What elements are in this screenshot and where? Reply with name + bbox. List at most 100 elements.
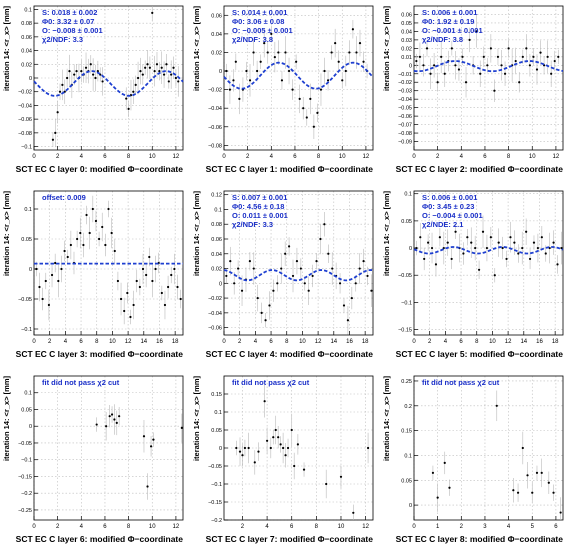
data-point <box>127 107 130 110</box>
x-tick-label: 2 <box>56 154 60 160</box>
data-point <box>422 64 425 67</box>
data-point <box>167 80 170 83</box>
data-point <box>312 125 315 128</box>
data-point <box>107 207 110 211</box>
data-point <box>307 289 310 292</box>
data-point <box>302 107 305 110</box>
data-point <box>552 491 555 494</box>
data-point <box>348 51 351 54</box>
plot-frame <box>223 190 374 336</box>
data-point <box>525 230 528 233</box>
data-point <box>94 219 98 223</box>
data-point <box>180 426 183 430</box>
data-point <box>536 246 540 250</box>
y-tick-label: −0.08 <box>398 131 412 137</box>
x-tick-label: 12 <box>125 339 132 345</box>
chart-svg-5: 0 2 4 6 8 10 12 14 16 18 −0.15 −0.1 −0.05 0 0.05 0.1 SCT… <box>382 190 564 359</box>
data-point <box>257 450 260 453</box>
y-tick-label: 0.05 <box>401 478 412 484</box>
y-tick-label: 0.08 <box>21 21 32 27</box>
y-axis-label: iteration 14: <r_x> [mm] <box>192 190 201 276</box>
data-point <box>434 263 438 266</box>
data-point <box>366 274 369 278</box>
x-tick-label: 12 <box>173 154 180 160</box>
chart-svg-1: 0 2 4 6 8 10 12 −0.08 −0.06 −0.04 −0.02 0 0.02 0.04 0.… <box>192 5 374 174</box>
data-point <box>311 274 314 278</box>
y-tick-label: −0.02 <box>208 88 222 94</box>
y-tick-label: 0.1 <box>214 410 222 416</box>
data-point <box>44 279 47 283</box>
data-point <box>553 59 556 63</box>
data-point <box>108 415 111 418</box>
fit-curve <box>413 60 564 73</box>
data-point <box>135 279 138 283</box>
data-point <box>56 111 59 114</box>
data-point <box>68 70 71 73</box>
data-point <box>69 243 72 247</box>
data-point <box>148 66 151 69</box>
data-point <box>144 66 147 69</box>
x-tick-label: 5 <box>531 524 535 530</box>
data-point <box>263 42 266 45</box>
data-point <box>148 255 151 259</box>
y-tick-label: 0 <box>409 63 412 69</box>
y-tick-label: 0.05 <box>21 237 32 243</box>
y-tick-label: 0.08 <box>211 222 222 228</box>
x-axis-label: SCT EC C layer 8: modified Φ−coordinate <box>396 534 564 544</box>
data-point <box>457 68 461 71</box>
data-point <box>344 69 347 73</box>
y-tick-label: −0.02 <box>18 90 32 96</box>
data-point <box>110 413 114 416</box>
y-tick-label: 0.15 <box>211 392 222 398</box>
x-tick-label: 6 <box>103 524 107 530</box>
y-tick-label: 0.02 <box>401 46 412 52</box>
x-tick-label: 2 <box>48 339 52 345</box>
data-point <box>274 428 277 432</box>
x-tick-label: 1 <box>436 524 440 530</box>
data-point <box>233 282 236 285</box>
data-point <box>75 70 78 73</box>
chart-panel-2: 0 2 4 6 8 10 12 −0.09 −0.08 −0.07 −0.06 −0.05 −0.04 −… <box>380 0 570 185</box>
data-point <box>505 257 508 261</box>
y-tick-label: 0.04 <box>401 29 412 35</box>
y-tick-label: −0.1 <box>21 458 32 464</box>
data-point <box>284 252 287 255</box>
data-point <box>327 252 330 255</box>
data-point <box>170 73 173 76</box>
y-tick-label: 0.1 <box>24 207 32 213</box>
data-point <box>331 267 334 270</box>
data-point <box>507 47 510 50</box>
data-point <box>299 267 302 270</box>
x-tick-label: 0 <box>412 154 416 160</box>
data-point <box>418 55 422 58</box>
data-point <box>479 72 482 75</box>
y-tick-label: −0.1 <box>21 327 32 333</box>
data-point <box>470 241 473 244</box>
data-point <box>454 230 457 233</box>
data-point <box>152 438 155 441</box>
y-tick-label: 0 <box>409 246 412 252</box>
data-point <box>66 76 69 80</box>
data-point <box>256 69 259 73</box>
data-point <box>163 303 167 307</box>
chart-panel-4: 0 2 4 6 8 10 12 14 16 18 −0.06 −0.04 −0.02 0 0.02 0.04 0… <box>190 185 380 370</box>
data-point <box>225 69 228 73</box>
x-tick-label: 6 <box>103 154 107 160</box>
data-point <box>462 252 465 255</box>
data-point <box>355 51 358 54</box>
data-point <box>443 461 446 464</box>
data-point <box>139 70 142 73</box>
data-point <box>41 297 44 301</box>
data-point <box>291 88 294 91</box>
x-tick-label: 10 <box>339 154 346 160</box>
x-tick-label: 4 <box>265 524 269 530</box>
y-tick-label: −0.05 <box>18 297 32 303</box>
data-point <box>84 66 88 69</box>
fit-stat-line: Φ0: 3.06 ± 0.08 <box>232 17 284 26</box>
data-point <box>142 435 146 438</box>
data-point <box>482 55 485 58</box>
y-tick-label: 0 <box>29 267 32 273</box>
data-point <box>319 237 322 241</box>
data-point <box>89 63 92 66</box>
y-tick-label: 0.06 <box>211 237 222 243</box>
